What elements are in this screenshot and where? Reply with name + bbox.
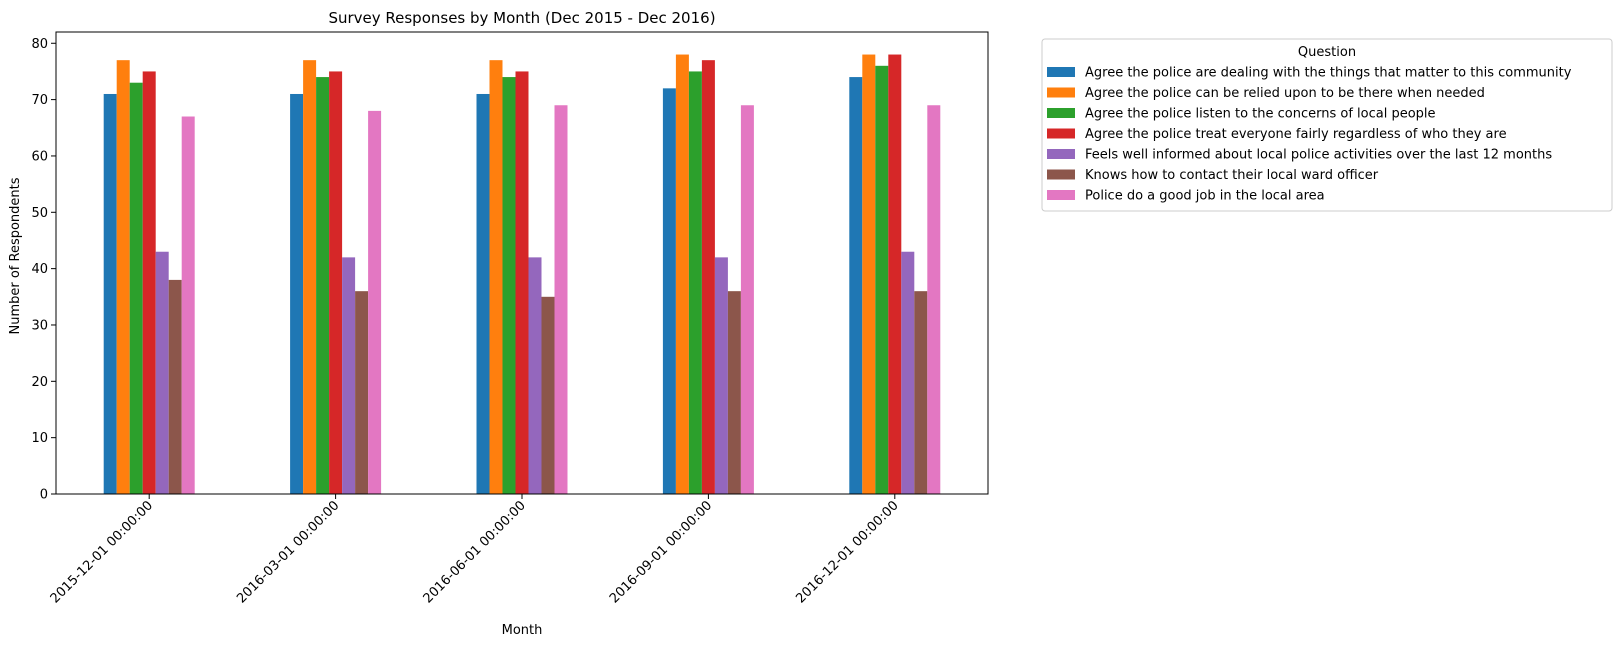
y-axis: 0 10 20 30 40 50 60 70 80 xyxy=(31,37,56,503)
bar xyxy=(103,93,117,494)
legend-swatch xyxy=(1047,128,1075,139)
bar xyxy=(688,71,702,494)
bar xyxy=(290,93,304,494)
y-tick-label: 30 xyxy=(31,318,48,333)
legend-label: Agree the police listen to the concerns … xyxy=(1085,107,1436,122)
y-tick-label: 60 xyxy=(31,149,48,164)
plot-area xyxy=(103,54,941,495)
y-tick-label: 50 xyxy=(31,206,48,221)
bar xyxy=(727,291,741,494)
bar xyxy=(515,71,529,494)
bar xyxy=(316,77,330,494)
bar xyxy=(554,105,568,495)
bar xyxy=(875,65,889,495)
bar xyxy=(142,71,156,494)
y-tick-label: 80 xyxy=(31,37,48,52)
x-tick-label: 2016-03-01 00:00:00 xyxy=(234,498,342,606)
legend-swatch xyxy=(1047,169,1075,180)
x-tick-label: 2016-09-01 00:00:00 xyxy=(607,498,715,606)
legend-label: Police do a good job in the local area xyxy=(1085,189,1325,204)
legend-swatch xyxy=(1047,87,1075,98)
legend-swatch xyxy=(1047,149,1075,159)
legend-label: Agree the police can be relied upon to b… xyxy=(1085,86,1485,101)
legend-label: Agree the police treat everyone fairly r… xyxy=(1085,127,1507,142)
legend-swatch xyxy=(1047,67,1075,77)
bar xyxy=(116,60,130,495)
y-axis-label: Number of Respondents xyxy=(8,177,23,334)
bar xyxy=(476,93,490,494)
y-tick-label: 70 xyxy=(31,93,48,108)
bar xyxy=(303,60,317,495)
legend-label: Knows how to contact their local ward of… xyxy=(1085,168,1379,183)
bar xyxy=(862,54,876,494)
bar xyxy=(849,77,863,494)
bar xyxy=(368,110,382,494)
bar xyxy=(528,257,542,494)
bar xyxy=(541,296,555,494)
bar xyxy=(129,82,143,495)
legend-label: Feels well informed about local police a… xyxy=(1085,148,1552,163)
bar xyxy=(675,54,689,494)
bar xyxy=(181,116,195,494)
bar xyxy=(329,71,343,494)
bar xyxy=(342,257,356,494)
legend-box xyxy=(1041,38,1613,212)
bar xyxy=(901,251,915,494)
y-tick-label: 10 xyxy=(31,431,48,446)
bar xyxy=(662,88,676,494)
bar xyxy=(168,279,182,494)
bar xyxy=(155,251,169,494)
bar xyxy=(355,291,369,494)
chart-title: Survey Responses by Month (Dec 2015 - De… xyxy=(328,9,715,27)
legend-title: Question xyxy=(1298,45,1356,60)
x-axis: 2015-12-01 00:00:00 2016-03-01 00:00:00 20… xyxy=(48,494,902,606)
legend-swatch xyxy=(1047,108,1075,118)
bar xyxy=(489,60,503,495)
bar xyxy=(914,291,928,494)
bar xyxy=(502,77,516,494)
y-tick-label: 0 xyxy=(40,488,48,503)
bar xyxy=(888,54,902,494)
x-tick-label: 2016-06-01 00:00:00 xyxy=(421,498,529,606)
y-tick-label: 40 xyxy=(31,262,48,277)
bar xyxy=(740,105,754,495)
bar xyxy=(714,257,728,494)
x-tick-label: 2015-12-01 00:00:00 xyxy=(48,498,156,606)
legend-label: Agree the police are dealing with the th… xyxy=(1085,66,1572,81)
legend-swatch xyxy=(1047,190,1075,200)
legend: Question Agree the police are dealing wit… xyxy=(1041,38,1613,212)
x-axis-label: Month xyxy=(502,623,543,638)
y-tick-label: 20 xyxy=(31,375,48,390)
bar xyxy=(701,60,715,495)
bar xyxy=(927,105,941,495)
x-tick-label: 2016-12-01 00:00:00 xyxy=(793,498,901,606)
